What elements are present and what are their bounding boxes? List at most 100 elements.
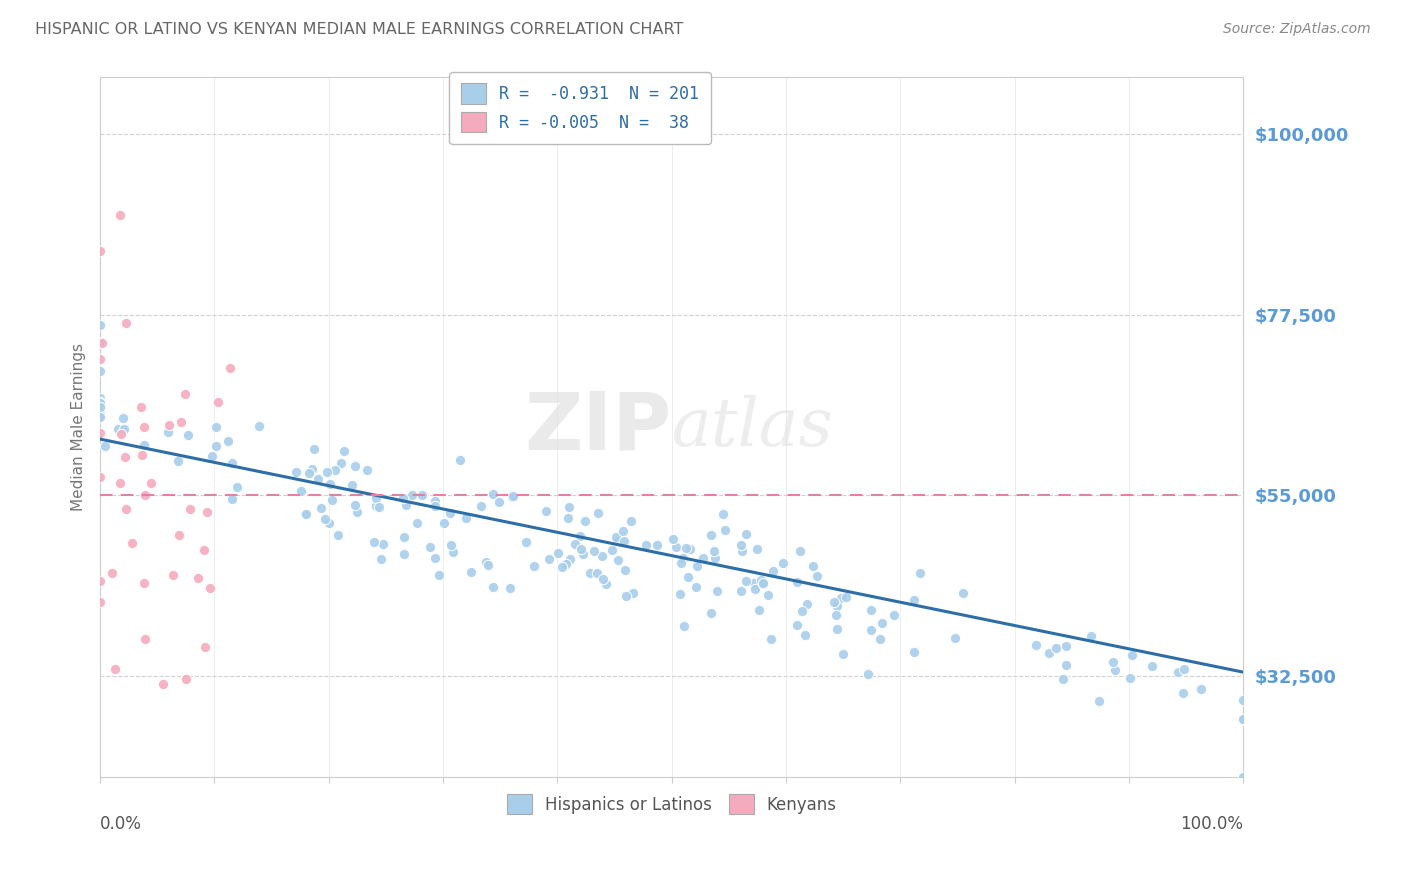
Point — [860, 624, 883, 638]
Point — [703, 551, 725, 566]
Point — [217, 434, 239, 448]
Point — [1045, 641, 1067, 656]
Point — [1232, 770, 1254, 784]
Point — [1232, 712, 1254, 726]
Point — [89, 409, 111, 424]
Point — [371, 536, 394, 550]
Point — [326, 527, 349, 541]
Point — [568, 529, 591, 543]
Point — [679, 542, 702, 557]
Point — [304, 442, 326, 456]
Point — [825, 599, 848, 613]
Point — [1189, 682, 1212, 697]
Point — [772, 556, 794, 570]
Point — [501, 491, 523, 505]
Point — [134, 488, 156, 502]
Point — [1080, 628, 1102, 642]
Point — [91, 336, 114, 351]
Point — [1232, 713, 1254, 727]
Point — [759, 632, 782, 646]
Point — [225, 480, 247, 494]
Point — [555, 558, 578, 572]
Point — [139, 476, 162, 491]
Point — [703, 543, 725, 558]
Point — [307, 472, 329, 486]
Point — [89, 425, 111, 440]
Point — [356, 463, 378, 477]
Point — [112, 410, 135, 425]
Point — [167, 454, 190, 468]
Point — [294, 507, 316, 521]
Point — [425, 551, 447, 566]
Point — [856, 667, 879, 681]
Point — [700, 528, 723, 542]
Point — [89, 470, 111, 484]
Point — [713, 508, 735, 522]
Point — [101, 566, 124, 580]
Point — [734, 574, 756, 588]
Point — [427, 567, 450, 582]
Point — [89, 595, 111, 609]
Point — [112, 422, 135, 436]
Point — [748, 602, 770, 616]
Point — [595, 577, 617, 591]
Point — [538, 552, 561, 566]
Point — [346, 505, 368, 519]
Point — [714, 523, 737, 537]
Point — [89, 351, 111, 366]
Point — [284, 466, 307, 480]
Point — [419, 540, 441, 554]
Point — [89, 401, 111, 415]
Point — [613, 533, 636, 548]
Point — [558, 551, 581, 566]
Point — [730, 584, 752, 599]
Point — [551, 560, 574, 574]
Point — [368, 500, 391, 515]
Point — [319, 477, 342, 491]
Point — [329, 456, 352, 470]
Point — [557, 500, 579, 515]
Point — [93, 439, 115, 453]
Point — [198, 581, 221, 595]
Point — [89, 364, 111, 378]
Point — [752, 576, 775, 591]
Point — [614, 589, 637, 603]
Point — [952, 586, 974, 600]
Point — [588, 506, 610, 520]
Point — [89, 394, 111, 409]
Point — [645, 538, 668, 552]
Point — [794, 628, 817, 642]
Point — [433, 516, 456, 530]
Point — [730, 537, 752, 551]
Point — [536, 504, 558, 518]
Point — [179, 502, 201, 516]
Point — [477, 558, 499, 572]
Point — [470, 500, 492, 514]
Point — [786, 618, 808, 632]
Point — [110, 426, 132, 441]
Point — [475, 555, 498, 569]
Point — [499, 582, 522, 596]
Point — [547, 546, 569, 560]
Point — [747, 541, 769, 556]
Point — [370, 552, 392, 566]
Point — [104, 662, 127, 676]
Text: HISPANIC OR LATINO VS KENYAN MEDIAN MALE EARNINGS CORRELATION CHART: HISPANIC OR LATINO VS KENYAN MEDIAN MALE… — [35, 22, 683, 37]
Point — [294, 507, 316, 521]
Point — [89, 396, 111, 410]
Point — [908, 566, 931, 581]
Point — [454, 511, 477, 525]
Point — [700, 606, 723, 620]
Point — [187, 571, 209, 585]
Point — [830, 591, 852, 605]
Point — [364, 491, 387, 506]
Point — [318, 516, 340, 530]
Point — [1054, 657, 1077, 672]
Point — [669, 557, 692, 571]
Point — [1104, 663, 1126, 677]
Point — [1088, 694, 1111, 708]
Point — [314, 512, 336, 526]
Point — [221, 457, 243, 471]
Point — [620, 514, 643, 528]
Point — [132, 576, 155, 591]
